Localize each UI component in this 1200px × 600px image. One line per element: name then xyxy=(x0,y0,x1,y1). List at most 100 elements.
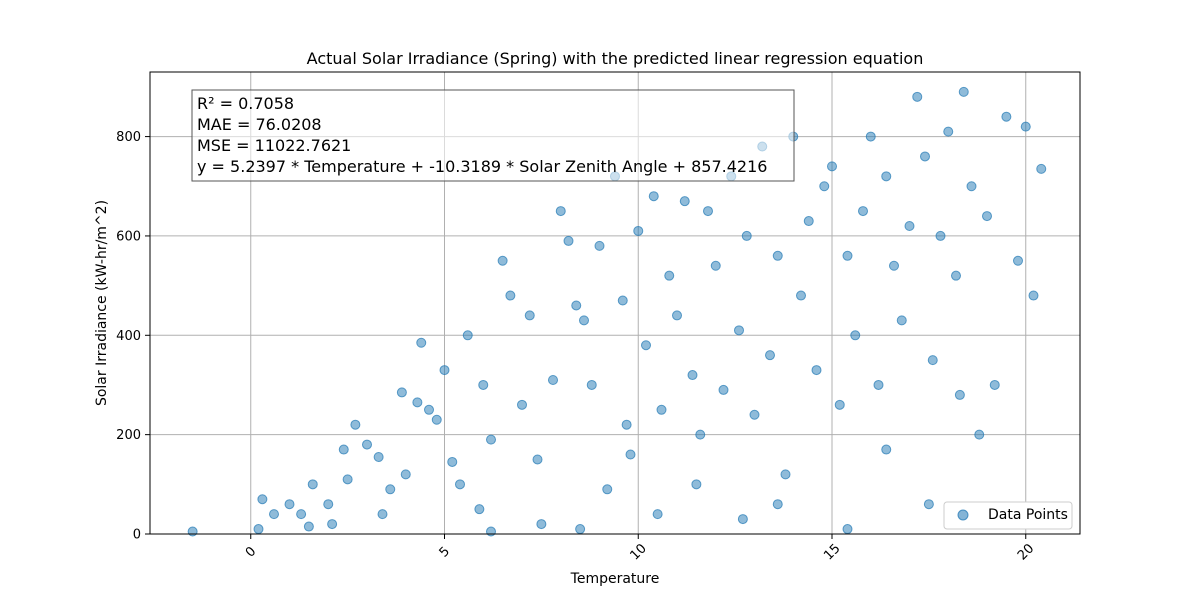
data-point xyxy=(819,181,830,192)
data-point xyxy=(474,504,485,515)
data-point xyxy=(1013,255,1023,266)
data-point xyxy=(323,499,334,510)
legend-marker xyxy=(957,509,969,521)
legend-label: Data Points xyxy=(988,507,1068,523)
data-point xyxy=(943,126,954,137)
data-point xyxy=(641,340,651,351)
data-point xyxy=(269,509,279,520)
data-point xyxy=(563,235,574,246)
data-point xyxy=(385,484,396,495)
data-point xyxy=(989,379,1000,390)
data-point xyxy=(974,429,985,440)
data-point xyxy=(327,519,338,530)
data-point xyxy=(772,250,783,261)
data-point xyxy=(536,519,547,530)
data-point xyxy=(362,439,372,450)
data-point xyxy=(431,414,442,425)
x-tick-label: 5 xyxy=(437,544,453,560)
data-point xyxy=(416,337,427,348)
data-point xyxy=(594,240,605,251)
y-tick-label: 400 xyxy=(116,329,141,344)
data-point xyxy=(524,310,535,321)
data-point xyxy=(1028,290,1039,301)
data-point xyxy=(342,474,353,485)
data-point xyxy=(505,290,516,301)
data-point xyxy=(811,365,822,376)
legend: Data Points xyxy=(943,501,1073,530)
x-tick-label: 20 xyxy=(1015,541,1037,563)
data-point xyxy=(296,509,307,520)
y-tick-label: 800 xyxy=(116,130,141,145)
y-axis-label: Solar Irradiance (kW-hr/m^2) xyxy=(94,200,110,406)
metrics-annotation: R² = 0.7058 MAE = 76.0208 MSE = 11022.76… xyxy=(191,89,795,182)
data-point xyxy=(912,91,923,102)
data-point xyxy=(486,526,496,537)
data-point xyxy=(923,499,934,510)
data-point xyxy=(710,260,721,271)
data-point xyxy=(951,270,961,281)
data-point xyxy=(780,469,791,480)
x-axis: 0 5 10 15 20 xyxy=(243,534,1037,564)
data-point xyxy=(517,399,527,410)
data-points xyxy=(187,86,1047,537)
data-point xyxy=(447,456,458,467)
data-point xyxy=(1036,163,1047,174)
data-point xyxy=(904,221,915,231)
data-point xyxy=(625,449,636,460)
x-tick-label: 10 xyxy=(627,541,649,563)
data-point xyxy=(586,379,597,390)
data-point xyxy=(889,260,899,271)
data-point xyxy=(703,206,713,217)
annotation-r2: R² = 0.7058 xyxy=(197,94,294,113)
data-point xyxy=(284,499,295,510)
data-point xyxy=(687,370,698,381)
data-point xyxy=(734,325,744,336)
data-point xyxy=(772,499,783,510)
data-point xyxy=(803,216,814,227)
data-point xyxy=(633,225,644,236)
chart-title: Actual Solar Irradiance (Spring) with th… xyxy=(307,49,924,68)
data-point xyxy=(462,330,473,341)
data-point xyxy=(765,350,775,361)
data-point xyxy=(966,181,977,192)
y-axis: 0 200 400 600 800 xyxy=(116,130,150,543)
data-point xyxy=(439,365,450,376)
y-tick-label: 600 xyxy=(116,229,141,244)
data-point xyxy=(958,86,969,97)
data-point xyxy=(873,379,884,390)
data-point xyxy=(187,526,198,537)
data-point xyxy=(679,196,690,207)
y-tick-label: 200 xyxy=(116,428,141,443)
data-point xyxy=(455,479,465,490)
data-point xyxy=(303,521,314,532)
data-point xyxy=(842,524,853,535)
data-point xyxy=(648,191,659,202)
data-point xyxy=(412,397,423,408)
data-point xyxy=(617,295,628,306)
data-point xyxy=(350,419,361,430)
annotation-mae: MAE = 76.0208 xyxy=(197,115,322,134)
data-point xyxy=(396,387,407,398)
data-point xyxy=(1001,111,1012,122)
data-point xyxy=(865,131,876,142)
x-axis-label: Temperature xyxy=(570,571,660,587)
data-point xyxy=(377,509,388,520)
data-point xyxy=(652,509,663,520)
data-point xyxy=(691,479,702,490)
data-point xyxy=(664,270,675,281)
data-point xyxy=(555,206,566,217)
annotation-equation: y = 5.2397 * Temperature + -10.3189 * So… xyxy=(197,157,767,176)
data-point xyxy=(656,404,667,415)
data-point xyxy=(827,161,837,172)
data-point xyxy=(749,409,760,420)
data-point xyxy=(307,479,318,490)
data-point xyxy=(257,494,268,505)
x-tick-label: 0 xyxy=(243,544,259,560)
annotation-box xyxy=(191,89,795,182)
data-point xyxy=(834,399,845,410)
x-tick-label: 15 xyxy=(821,541,843,563)
data-point xyxy=(850,330,861,341)
data-point xyxy=(954,389,965,400)
data-point xyxy=(881,444,892,455)
